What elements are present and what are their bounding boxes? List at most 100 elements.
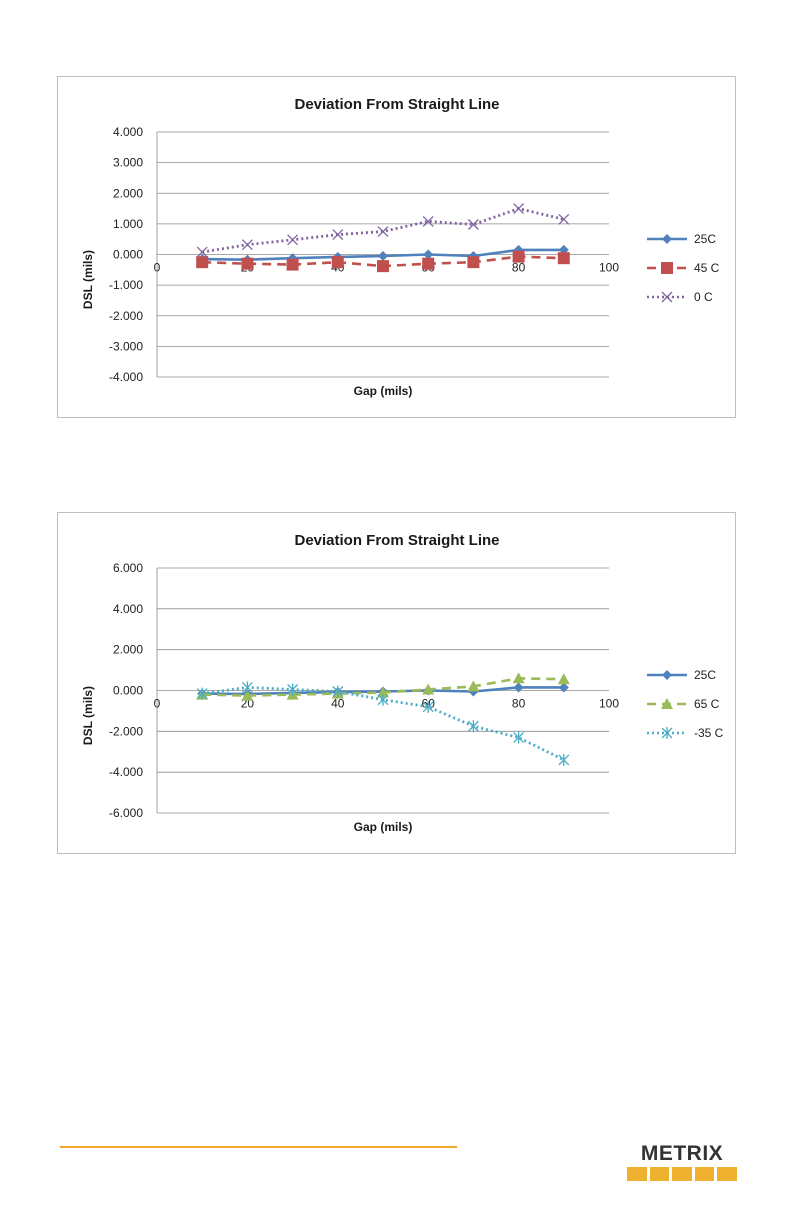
data-point xyxy=(512,672,525,684)
data-point xyxy=(287,234,299,246)
legend-label: 25C xyxy=(694,232,716,246)
data-point xyxy=(377,226,389,237)
data-point xyxy=(422,257,435,270)
logo-bar xyxy=(694,1167,715,1181)
series-line xyxy=(201,207,565,254)
y-tick-label: 4.000 xyxy=(113,602,143,616)
legend-item: 0 C xyxy=(647,290,713,304)
series-2 xyxy=(196,681,570,766)
logo-bar xyxy=(672,1167,692,1181)
data-point xyxy=(377,686,389,698)
legend-marker xyxy=(662,670,672,680)
x-tick-label: 0 xyxy=(154,697,161,711)
data-point xyxy=(196,246,208,258)
legend-item: 25C xyxy=(647,668,716,682)
data-point xyxy=(467,680,480,692)
data-point xyxy=(558,682,569,693)
y-tick-label: 0.000 xyxy=(113,684,143,698)
chart-title: Deviation From Straight Line xyxy=(294,532,499,549)
data-point xyxy=(512,250,525,263)
data-point xyxy=(557,252,570,265)
y-tick-label: -6.000 xyxy=(109,806,143,820)
series-2 xyxy=(196,203,570,258)
logo-wordmark: METRIX xyxy=(640,1142,724,1165)
legend-label: 25C xyxy=(694,668,716,682)
y-tick-label: 1.000 xyxy=(113,217,143,231)
data-point xyxy=(558,213,570,225)
data-point xyxy=(286,258,299,271)
y-tick-label: -2.000 xyxy=(109,724,143,738)
series-1 xyxy=(196,250,570,273)
series-line xyxy=(202,685,565,762)
chart-title: Deviation From Straight Line xyxy=(294,96,499,113)
y-axis-title: DSL (mils) xyxy=(81,686,95,745)
legend-label: -35 C xyxy=(694,726,724,740)
legend-marker xyxy=(661,727,673,739)
data-point xyxy=(241,681,253,694)
data-point xyxy=(467,720,479,733)
x-tick-label: 80 xyxy=(512,261,526,275)
legend-marker xyxy=(662,234,672,244)
data-point xyxy=(287,683,299,696)
data-point xyxy=(378,251,388,262)
y-tick-label: -4.000 xyxy=(109,765,143,779)
x-axis-title: Gap (mils) xyxy=(354,384,413,398)
chart-panel-1: Deviation From Straight Line -4.000 -3.000… xyxy=(57,76,736,418)
footer-rule xyxy=(60,1146,457,1148)
y-tick-label: -2.000 xyxy=(109,309,143,323)
data-point xyxy=(513,682,524,693)
legend-item: 65 C xyxy=(647,697,720,711)
logo-bar xyxy=(717,1167,737,1181)
x-tick-label: 100 xyxy=(599,697,619,711)
y-tick-label: 2.000 xyxy=(113,186,143,200)
x-axis-title: Gap (mils) xyxy=(354,820,413,834)
data-point xyxy=(377,260,389,273)
data-point xyxy=(513,203,525,215)
y-tick-label: 6.000 xyxy=(113,561,143,575)
data-point xyxy=(241,239,253,251)
data-point xyxy=(331,256,344,269)
data-point xyxy=(467,219,479,230)
chart-1-svg: Deviation From Straight Line -4.000 -3.000… xyxy=(81,96,720,398)
y-tick-label: -4.000 xyxy=(109,370,143,384)
y-tick-label: -3.000 xyxy=(109,339,143,353)
logo-bar xyxy=(649,1167,670,1181)
legend-marker xyxy=(661,291,673,303)
data-point xyxy=(468,686,479,697)
x-tick-label: 100 xyxy=(599,261,619,275)
x-tick-label: 80 xyxy=(512,697,526,711)
legend-marker xyxy=(661,262,673,274)
y-tick-label: -1.000 xyxy=(109,278,143,292)
data-point xyxy=(332,685,344,698)
data-point xyxy=(196,687,208,700)
data-point xyxy=(196,256,209,269)
logo-bar xyxy=(627,1167,647,1181)
metrix-logo: METRIX xyxy=(627,1143,737,1183)
logo-bars xyxy=(627,1167,737,1181)
y-tick-label: 0.000 xyxy=(113,248,143,262)
data-point xyxy=(241,257,254,270)
legend-item: 45 C xyxy=(647,261,720,275)
data-point xyxy=(422,215,434,227)
y-tick-label: 4.000 xyxy=(113,125,143,139)
data-point xyxy=(558,753,570,766)
legend-label: 65 C xyxy=(694,697,720,711)
y-axis-title: DSL (mils) xyxy=(81,250,95,309)
data-point xyxy=(422,700,434,713)
data-point xyxy=(513,731,525,744)
data-point xyxy=(467,256,480,269)
legend-label: 45 C xyxy=(694,261,720,275)
data-point xyxy=(557,673,570,685)
y-tick-label: 2.000 xyxy=(113,643,143,657)
data-point xyxy=(422,683,435,695)
chart-2-svg: Deviation From Straight Line -6.000 -4.000… xyxy=(81,532,724,834)
data-point xyxy=(423,249,434,260)
legend-item: 25C xyxy=(647,232,716,246)
chart-panel-2: Deviation From Straight Line -6.000 -4.000… xyxy=(57,512,736,854)
y-tick-label: 3.000 xyxy=(113,156,143,170)
legend-marker xyxy=(661,698,673,709)
legend-label: 0 C xyxy=(694,290,713,304)
legend-item: -35 C xyxy=(647,726,724,740)
x-tick-label: 0 xyxy=(154,261,161,275)
data-point xyxy=(377,693,389,706)
